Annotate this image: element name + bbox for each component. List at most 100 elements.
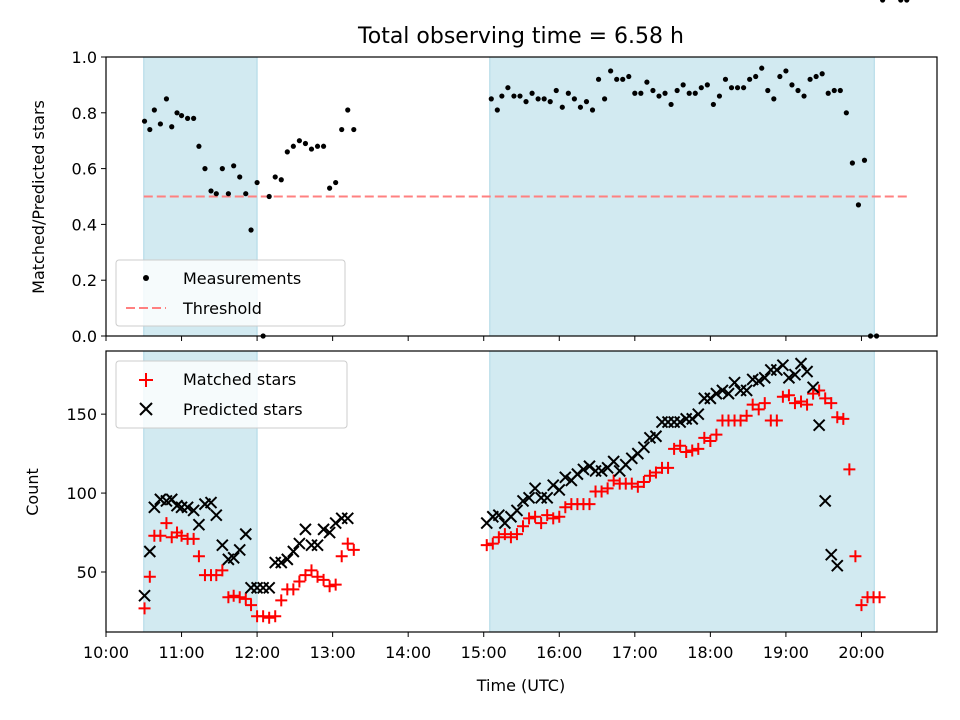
measurement-point [302,140,309,147]
measurement-point [904,0,910,3]
measurement-point [231,163,237,169]
predicted-stars-point [692,407,705,421]
matched-stars-point [674,439,687,452]
matched-stars-point [668,442,681,455]
matched-stars-points [139,384,886,624]
measurement-point [541,96,547,102]
measurement-point [595,76,602,82]
measurement-point [196,143,202,149]
predicted-stars-point [522,491,536,505]
matched-stars-point [680,446,693,459]
predicted-stars-point [323,526,336,539]
measurement-point [208,188,214,194]
measurement-point [151,107,157,113]
measurement-point [494,107,500,113]
matched-stars-point [263,611,276,624]
predicted-stars-point [299,523,312,536]
measurement-point [225,191,231,197]
predicted-stars-point [311,538,324,552]
matched-stars-point [347,543,360,556]
predicted-stars-point [637,441,651,454]
predicted-stars-point [293,537,306,550]
predicted-stars-point [181,501,194,514]
predicted-stars-point [233,543,246,557]
measurement-point [248,227,254,233]
measurement-point [608,68,614,74]
ratio-y-axis-ticks: 0.0 0.2 0.4 0.6 0.8 1.0 [72,48,106,346]
ratio-legend: Measurements Threshold [115,259,346,327]
matched-stars-point [607,474,620,487]
predicted-stars-point [800,365,814,378]
measurement-point [488,96,494,102]
y-tick-label: 100 [66,484,97,503]
matched-stars-point [625,477,638,490]
measurement-point [807,76,813,82]
matched-stars-point [323,580,336,593]
ratio-x-axis-ticks [105,336,862,341]
predicted-stars-point [806,381,820,394]
predicted-stars-point [595,464,608,478]
matched-stars-point [704,434,717,447]
measurement-point [290,143,296,149]
legend-predicted-label: Predicted stars [183,400,303,419]
matched-stars-point [801,398,814,411]
measurement-point [686,90,692,96]
matched-stars-point [498,528,511,541]
measurement-point [698,85,704,91]
measurement-point [650,87,656,94]
measurement-point [559,104,565,110]
measurement-point [741,85,747,91]
measurement-points [141,0,910,339]
measurement-point [345,107,351,113]
measurement-point [565,90,571,96]
matched-stars-point [807,387,820,400]
matched-stars-point [341,537,354,550]
measurement-point [710,101,716,108]
predicted-stars-point [782,371,796,385]
predicted-stars-point [287,545,300,558]
measurement-point [668,101,674,108]
measurement-point [837,87,843,94]
measurement-point [308,146,315,152]
measurement-point [644,79,650,85]
count-legend-box [115,360,348,429]
predicted-stars-point [722,387,735,400]
x-tick-label: 10:00 [83,643,129,662]
count-y-axis-label: Count [23,468,42,516]
predicted-stars-point [492,508,506,522]
measurement-point [213,191,219,197]
matched-stars-point [643,469,656,482]
y-tick-label: 1.0 [72,48,97,67]
predicted-stars-point [673,415,687,429]
matched-stars-point [192,550,205,563]
matched-stars-point [734,414,747,427]
measurement-point [753,73,759,80]
predicted-stars-point [776,359,790,372]
matched-stars-point [788,397,801,410]
measurement-point [656,93,662,99]
predicted-stars-point [716,384,729,397]
measurement-point [722,76,729,82]
matched-stars-point [287,583,300,596]
measurement-point [314,143,321,149]
measurement-point [777,73,783,80]
measurement-point [157,121,163,127]
legend-measurements-marker [143,275,149,281]
matched-stars-point [317,573,330,586]
matched-stars-point [143,570,156,583]
matched-stars-point [662,461,675,474]
matched-stars-point [795,395,808,408]
measurement-point [855,202,862,208]
matched-stars-point [269,610,282,623]
matched-stars-point [227,589,240,602]
matched-stars-point [293,575,306,588]
matched-stars-point [154,529,167,542]
matched-stars-point [843,463,856,476]
predicted-stars-points [139,358,844,602]
measurement-point [638,90,644,96]
matched-stars-point [758,397,771,410]
y-tick-label: 50 [77,563,97,582]
matched-stars-point [873,591,886,604]
measurement-point [320,143,327,149]
